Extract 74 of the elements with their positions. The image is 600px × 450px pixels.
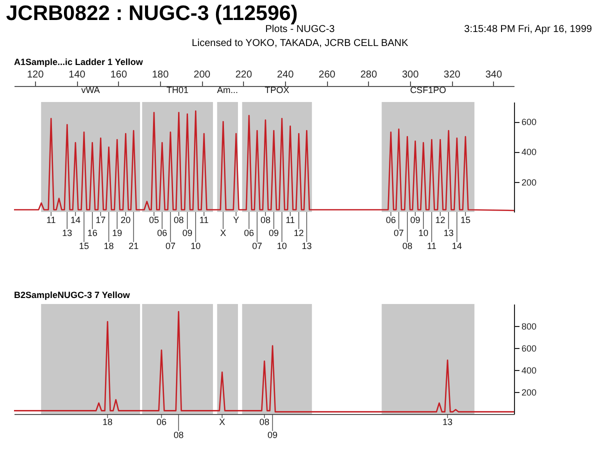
- text: 08: [259, 417, 270, 427]
- text: 13: [62, 228, 72, 238]
- text: X: [219, 417, 226, 427]
- text: 3:15:48 PM Fri, Apr 16, 1999: [464, 24, 592, 35]
- text: 18: [104, 241, 114, 251]
- text: 07: [252, 241, 262, 251]
- x-tick-label: 180: [152, 70, 170, 80]
- text: 12: [294, 228, 304, 238]
- text: 20: [120, 215, 131, 225]
- text: 10: [276, 241, 287, 251]
- x-tick-label: 300: [402, 70, 420, 80]
- text: Licensed to YOKO, TAKADA, JCRB CELL BANK: [190, 38, 410, 49]
- band-label: Am...: [217, 85, 238, 95]
- text: 12: [435, 215, 446, 225]
- text: 05: [148, 215, 160, 225]
- x-tick-label: 220: [235, 70, 252, 80]
- x-tick-label: 160: [110, 70, 128, 80]
- text: 14: [452, 241, 462, 251]
- text: 09: [268, 228, 279, 238]
- x-tick-label: 120: [26, 70, 44, 80]
- text: 21: [128, 241, 139, 251]
- text: 06: [244, 228, 254, 238]
- text: X: [220, 228, 226, 238]
- y-tick-label: 400: [522, 147, 537, 158]
- chart-title: JCRB0822 : NUGC-3 (112596): [6, 2, 298, 25]
- x-tick-label: 260: [318, 70, 336, 80]
- text: 18: [102, 417, 113, 427]
- text: 07: [394, 228, 404, 238]
- text: 13: [444, 228, 454, 238]
- y-tick-label: 400: [522, 366, 537, 376]
- band-label: TH01: [166, 85, 189, 95]
- y-tick-label: 600: [522, 344, 537, 354]
- text: 17: [96, 215, 106, 225]
- x-tick-label: 320: [444, 70, 461, 80]
- y-tick-label: 800: [522, 322, 537, 332]
- text: 15: [460, 215, 470, 225]
- text: 08: [260, 215, 270, 225]
- text: 06: [156, 417, 167, 427]
- text: 06: [157, 228, 168, 238]
- x-tick-label: 140: [68, 70, 86, 80]
- band-label: vWA: [81, 85, 100, 95]
- text: Plots - NUGC-3: [265, 24, 335, 35]
- y-tick-label: 200: [522, 388, 537, 398]
- text: 13: [442, 417, 453, 427]
- text: 10: [190, 241, 201, 251]
- text: 09: [268, 430, 278, 440]
- x-tick-label: 240: [276, 70, 294, 80]
- y-tick-label: 200: [522, 177, 537, 188]
- text: 06: [386, 215, 396, 225]
- chart-subtitle: A1Sample...ic Ladder 1 Yellow: [14, 57, 144, 67]
- x-tick-label: 280: [360, 70, 378, 80]
- text: 08: [402, 241, 412, 251]
- text: 11: [46, 215, 56, 225]
- text: 14: [70, 215, 80, 225]
- text: 07: [165, 241, 176, 251]
- text: 08: [174, 430, 184, 440]
- chart-subtitle: B2SampleNUGC-3 7 Yellow: [14, 290, 131, 300]
- text: 08: [174, 215, 184, 225]
- band-label: CSF1PO: [410, 85, 446, 95]
- x-tick-label: 340: [485, 70, 502, 80]
- text: 11: [427, 241, 436, 251]
- text: 11: [286, 215, 295, 225]
- band-label: TPOX: [264, 85, 290, 95]
- text: 13: [302, 241, 312, 251]
- x-tick-label: 200: [194, 70, 211, 80]
- text: 16: [87, 228, 98, 238]
- text: 09: [410, 215, 420, 225]
- text: 09: [182, 228, 192, 238]
- y-tick-label: 600: [522, 117, 537, 128]
- text: 19: [112, 228, 122, 238]
- text: 15: [78, 241, 90, 251]
- text: 11: [199, 215, 209, 225]
- text: Y: [233, 215, 240, 225]
- text: 10: [418, 228, 428, 238]
